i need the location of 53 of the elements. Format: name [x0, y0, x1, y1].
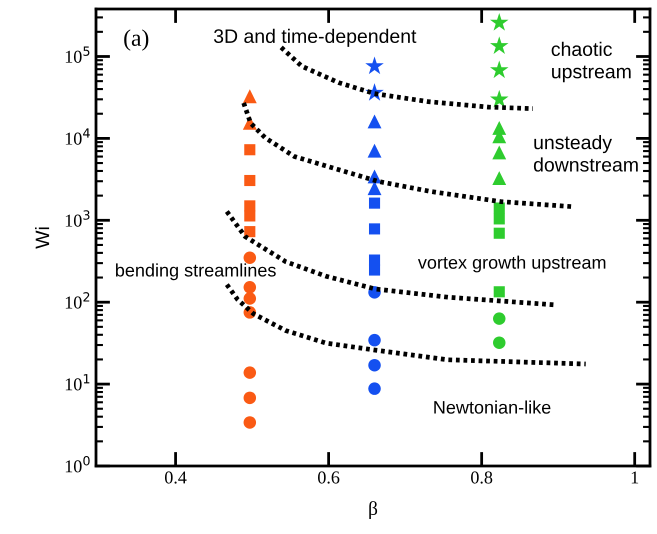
y-tick-label: 10$^{4}$: [66, 128, 90, 145]
point: [494, 202, 505, 214]
point: [244, 292, 256, 305]
x-axis-title: β: [369, 501, 378, 519]
point: [492, 171, 506, 185]
y-tick-label: 10$^{3}$: [66, 210, 90, 227]
y-tick-label: 10$^{5}$: [66, 46, 90, 63]
y-tick-label: 10$^{0}$: [66, 456, 90, 472]
point: [493, 336, 506, 349]
point: [368, 223, 380, 234]
annotation: chaotic upstream: [552, 42, 631, 82]
point: [494, 228, 505, 239]
point: [244, 281, 256, 294]
point: [490, 90, 509, 108]
point: [244, 416, 256, 429]
point: [368, 358, 381, 372]
point: [244, 144, 256, 156]
point: [368, 198, 380, 209]
x-tick-label: 0.4: [164, 471, 187, 484]
point: [490, 13, 509, 31]
annotation: (a): [124, 29, 148, 51]
point: [368, 382, 381, 395]
point: [242, 89, 257, 104]
point: [368, 114, 382, 128]
point: [490, 36, 509, 54]
annotation: 3D and time-dependent: [214, 28, 416, 47]
annotation: unsteady downstream: [534, 135, 638, 172]
y-tick-label: 10$^{2}$: [66, 292, 90, 309]
x-tick-label: 0.6: [318, 471, 340, 484]
point: [492, 145, 506, 160]
point: [244, 210, 256, 222]
x-tick-label: 1: [632, 471, 638, 484]
point: [368, 264, 380, 276]
point: [365, 56, 384, 74]
y-axis-title: Wi: [35, 227, 50, 249]
annotation: Newtonian-like: [434, 400, 550, 414]
point: [493, 312, 506, 325]
point: [490, 60, 509, 78]
point: [494, 213, 505, 224]
annotation: vortex growth upstream: [418, 256, 606, 272]
point: [368, 181, 382, 196]
x-tick-label: 0.8: [471, 471, 492, 484]
point: [244, 392, 256, 404]
point: [368, 334, 381, 346]
point: [244, 226, 256, 238]
point: [244, 174, 256, 186]
y-tick-label: 10$^{1}$: [66, 374, 90, 390]
point: [244, 366, 256, 379]
point: [244, 251, 256, 264]
annotation: bending streamlines: [116, 263, 276, 280]
point: [244, 200, 256, 212]
point: [494, 286, 505, 298]
point: [368, 144, 382, 158]
